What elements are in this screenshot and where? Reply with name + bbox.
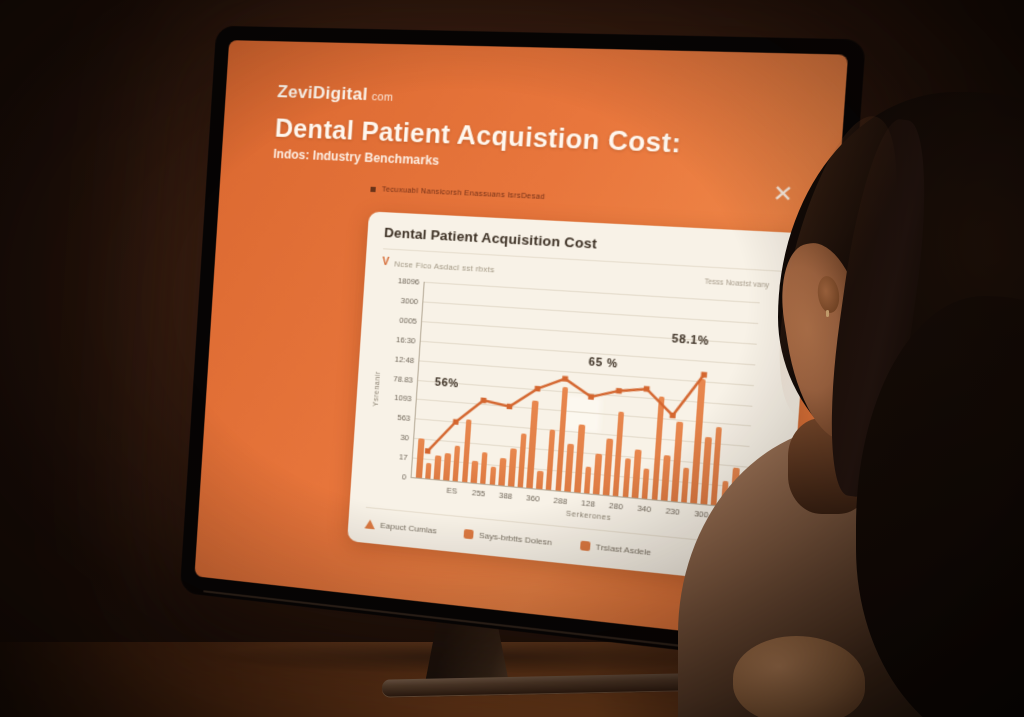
brand-logo-tld: com: [371, 90, 394, 104]
line-marker: [424, 448, 431, 454]
brand-logo: ZeviDigital com: [277, 82, 845, 121]
line-marker: [615, 387, 622, 394]
y-tick-label: 3000: [400, 295, 419, 307]
line-marker: [452, 418, 459, 425]
line-marker: [669, 412, 676, 419]
card-meta-note: Ncse Fico Asdacl sst rbxts: [393, 258, 495, 274]
y-tick-label: 1093: [393, 393, 412, 404]
x-tick-label: 340: [636, 503, 652, 515]
trend-line: [412, 282, 760, 508]
data-label: 58.1%: [671, 332, 710, 349]
check-icon: V: [381, 256, 390, 269]
line-marker: [480, 397, 487, 404]
y-tick-label: 78.83: [393, 373, 414, 385]
legend-label: Eapuct Cumlas: [379, 520, 438, 536]
y-tick-label: 16:30: [395, 334, 416, 346]
card-title: Dental Patient Acquisition Cost: [383, 224, 598, 252]
bullet-square-icon: [370, 186, 376, 193]
x-tick-label: 360: [525, 492, 540, 504]
x-tick-label: ES: [446, 485, 458, 496]
square-icon: [463, 528, 475, 539]
data-label: 56%: [434, 376, 460, 391]
legend-item: Eapuct Cumlas: [364, 518, 438, 536]
x-tick-label: 280: [608, 500, 624, 512]
brand-logo-text: ZeviDigital: [276, 81, 369, 105]
line-marker: [700, 371, 708, 378]
x-tick-label: 288: [553, 495, 568, 507]
card-meta-right: Tesss Noastst vany: [704, 277, 770, 290]
data-label: 65 %: [588, 355, 619, 371]
square-icon: [579, 540, 591, 551]
x-tick-label: 230: [665, 505, 681, 517]
legend-label: Trslast Asdele: [595, 541, 652, 557]
x-tick-label: 388: [498, 490, 513, 502]
legend-label: Says-brbtts Dolesn: [478, 530, 553, 547]
line-marker: [588, 393, 595, 400]
close-icon[interactable]: ✕: [771, 181, 794, 208]
y-tick-label: 563: [396, 412, 411, 424]
legend-item: Trslast Asdele: [579, 540, 652, 557]
y-tick-label: 0: [401, 472, 407, 482]
line-marker: [562, 375, 569, 382]
x-tick-label: 255: [471, 487, 486, 499]
y-tick-label: 12:48: [394, 354, 415, 365]
chart-plot: 18096 3000 0005 16:30 12:48 78.83 1093 563 30 17 0…: [393, 276, 760, 510]
triangle-icon: [364, 518, 376, 529]
y-tick-label: 18096: [397, 276, 420, 287]
y-tick-label: 0005: [399, 315, 418, 326]
line-marker: [643, 385, 650, 392]
bullet-row: Tecuxuabl Nansicorsh Enassuans lsrsDesad: [370, 186, 837, 215]
y-tick-label: 30: [399, 432, 410, 443]
x-tick-label: 128: [580, 498, 596, 509]
y-tick-label: 17: [398, 452, 408, 463]
bullet-text: Tecuxuabl Nansicorsh Enassuans lsrsDesad: [381, 186, 546, 202]
legend-item: Says-brbtts Dolesn: [463, 528, 553, 547]
line-marker: [534, 385, 541, 392]
line-marker: [506, 403, 513, 410]
